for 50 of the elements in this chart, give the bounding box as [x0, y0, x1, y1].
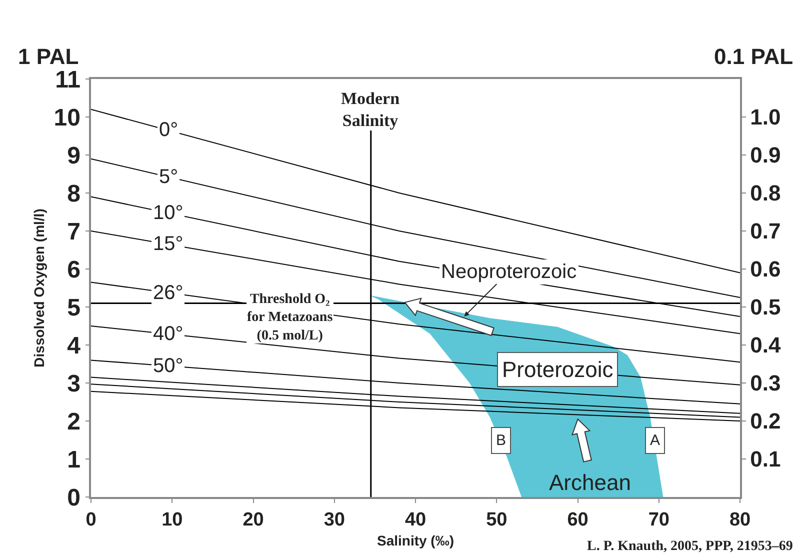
y-tick-label: 2 [67, 408, 80, 436]
x-tick-label: 40 [404, 510, 426, 531]
x-axis-title: Salinity (‰) [376, 532, 454, 548]
y2-tick-label: 0.9 [750, 142, 781, 168]
y2-tick-label: 0.1 [750, 446, 781, 472]
text: 1 PAL [18, 44, 79, 69]
x-tick-label: 0 [86, 510, 96, 531]
annotation: A [650, 432, 660, 449]
y2-tick-label: 0.4 [750, 332, 782, 358]
y-tick-label: 0 [67, 484, 80, 512]
y-tick-label: 8 [67, 180, 80, 208]
series-label: 10° [153, 202, 184, 224]
y2-tick-label: 0.7 [750, 218, 781, 244]
series-label: 50° [153, 355, 184, 377]
annotation: B [496, 432, 506, 449]
annotation: Proterozoic [502, 357, 614, 382]
series-label: 40° [153, 323, 184, 345]
text: 0.1 PAL [714, 44, 794, 69]
series-label: 0° [159, 119, 178, 141]
y-tick-label: 10 [54, 104, 80, 132]
y-axis-title: Dissolved Oxygen (ml/l) [30, 208, 47, 368]
x-tick-label: 10 [162, 510, 183, 531]
x-tick-label: 30 [324, 510, 345, 531]
y-tick-label: 6 [67, 256, 80, 284]
y2-tick-label: 0.3 [750, 370, 781, 396]
x-tick-label: 70 [648, 510, 670, 531]
annotation: Archean [549, 470, 631, 495]
y-tick-label: 9 [67, 142, 80, 170]
y-tick-label: 11 [55, 66, 80, 94]
x-tick-label: 60 [567, 510, 588, 531]
y-tick-label: 4 [67, 332, 82, 360]
x-tick-label: 80 [729, 510, 751, 531]
y-tick-label: 7 [67, 218, 80, 246]
y2-tick-label: 0.2 [750, 408, 781, 434]
y-tick-label: 1 [67, 446, 80, 474]
y-tick-label: 3 [67, 370, 80, 398]
series-label: 15° [153, 233, 184, 255]
ref-line-label: Threshold O₂ for Metazoans (0.5 mol/L) [247, 292, 334, 344]
x-tick-label: 20 [242, 510, 264, 531]
y-tick-label: 5 [67, 294, 80, 322]
series-label: 5° [159, 166, 178, 188]
y2-tick-label: 0.8 [750, 180, 781, 206]
ref-line-label: Modern Salinity [341, 89, 400, 130]
y2-tick-label: 0.6 [750, 256, 781, 282]
series-label: 26° [153, 282, 184, 304]
x-tick-label: 50 [486, 510, 508, 531]
annotation: Neoproterozoic [441, 261, 577, 283]
y2-tick-label: 0.5 [750, 294, 781, 320]
text: L. P. Knauth, 2005, PPP, 21953–69 [587, 539, 793, 554]
y2-tick-label: 1.0 [750, 104, 781, 130]
